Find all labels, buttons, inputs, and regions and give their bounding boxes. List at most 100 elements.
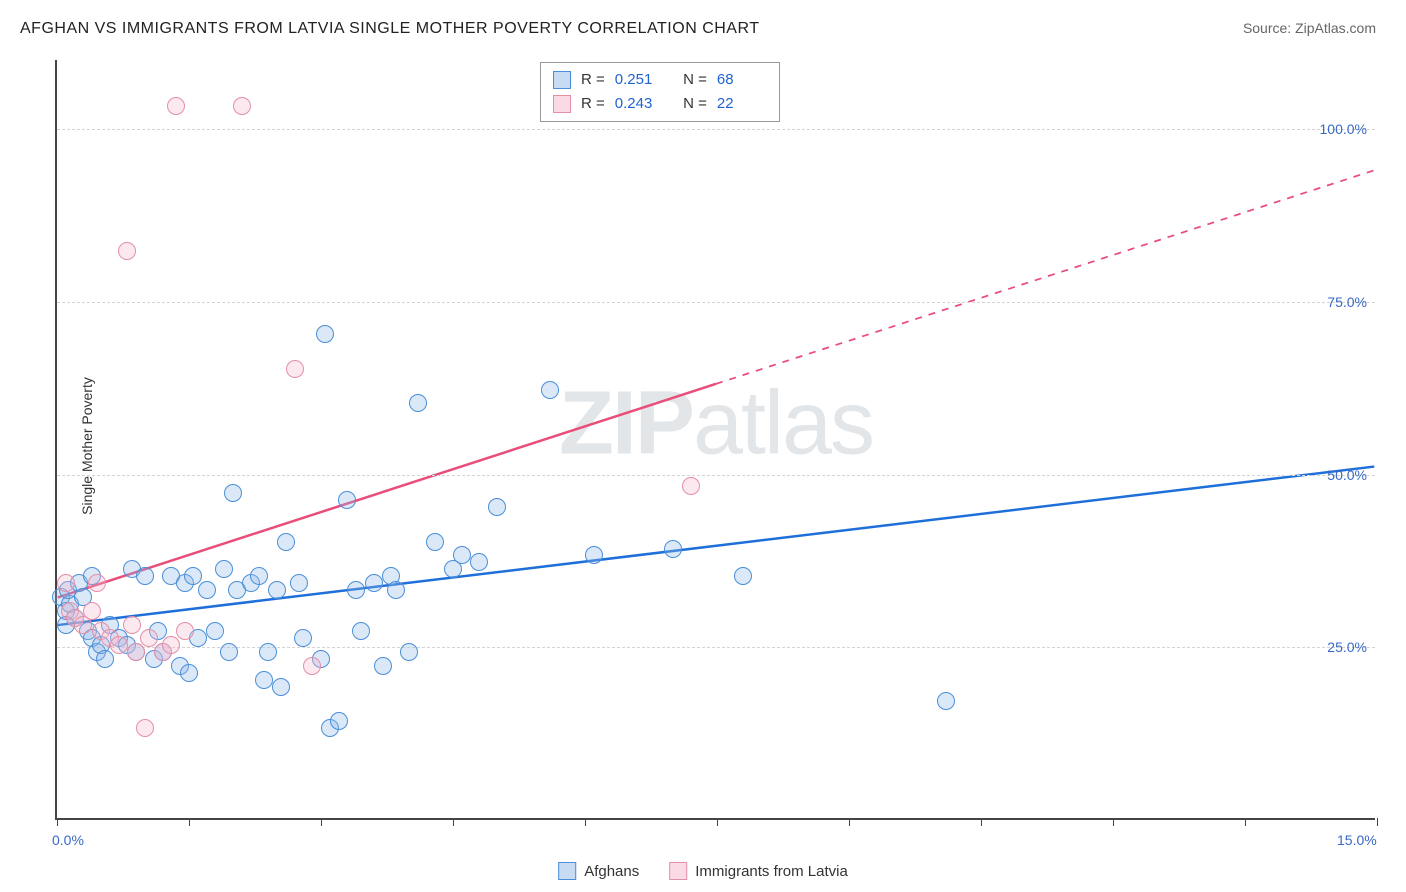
data-point [250,567,268,585]
data-point [365,574,383,592]
data-point [268,581,286,599]
legend-stats: R = 0.251 N = 68R = 0.243 N = 22 [540,62,780,122]
data-point [88,574,106,592]
data-point [352,622,370,640]
data-point [277,533,295,551]
data-point [176,622,194,640]
data-point [347,581,365,599]
x-tick [1377,818,1378,826]
data-point [470,553,488,571]
data-point [682,477,700,495]
data-point [400,643,418,661]
data-point [255,671,273,689]
x-tick [1245,818,1246,826]
legend-series: Afghans Immigrants from Latvia [558,862,848,880]
data-point [453,546,471,564]
legend-stats-row: R = 0.251 N = 68 [553,68,767,92]
legend-swatch [558,862,576,880]
x-tick [321,818,322,826]
legend-series-item: Afghans [558,862,639,880]
legend-swatch [669,862,687,880]
legend-n-value: 22 [717,92,767,116]
gridline-h [57,647,1375,648]
data-point [220,643,238,661]
x-tick [189,818,190,826]
data-point [585,546,603,564]
data-point [136,719,154,737]
data-point [286,360,304,378]
watermark: ZIPatlas [559,372,873,475]
data-point [215,560,233,578]
data-point [96,650,114,668]
data-point [57,574,75,592]
data-point [937,692,955,710]
plot-area: ZIPatlas 25.0%50.0%75.0%100.0%0.0%15.0% [55,60,1375,820]
data-point [136,567,154,585]
data-point [330,712,348,730]
data-point [387,581,405,599]
data-point [118,242,136,260]
chart-container: AFGHAN VS IMMIGRANTS FROM LATVIA SINGLE … [0,0,1406,892]
data-point [259,643,277,661]
data-point [303,657,321,675]
regression-line-dashed [716,170,1374,384]
data-point [233,97,251,115]
data-point [664,540,682,558]
data-point [294,629,312,647]
x-tick [1113,818,1114,826]
regression-line-solid [58,384,716,598]
legend-series-label: Immigrants from Latvia [695,863,848,880]
data-point [541,381,559,399]
x-tick [57,818,58,826]
chart-title: AFGHAN VS IMMIGRANTS FROM LATVIA SINGLE … [20,20,760,38]
data-point [374,657,392,675]
legend-r-label: R = [581,92,605,116]
x-tick-label: 0.0% [52,832,84,848]
legend-swatch [553,71,571,89]
legend-swatch [553,95,571,113]
gridline-h [57,129,1375,130]
data-point [167,97,185,115]
legend-r-value: 0.251 [615,68,665,92]
x-tick [453,818,454,826]
legend-n-label: N = [675,92,707,116]
legend-series-item: Immigrants from Latvia [669,862,848,880]
regression-lines [57,60,1375,818]
gridline-h [57,302,1375,303]
data-point [123,616,141,634]
data-point [316,325,334,343]
legend-r-label: R = [581,68,605,92]
x-tick-label: 15.0% [1337,832,1377,848]
legend-n-value: 68 [717,68,767,92]
legend-stats-row: R = 0.243 N = 22 [553,92,767,116]
y-tick-label: 100.0% [1320,121,1367,137]
legend-r-value: 0.243 [615,92,665,116]
data-point [180,664,198,682]
y-tick-label: 75.0% [1327,294,1367,310]
legend-series-label: Afghans [584,863,639,880]
gridline-h [57,475,1375,476]
data-point [272,678,290,696]
source-link[interactable]: ZipAtlas.com [1295,20,1376,36]
data-point [198,581,216,599]
source-prefix: Source: [1243,20,1295,36]
watermark-light: atlas [693,373,873,473]
x-tick [849,818,850,826]
legend-n-label: N = [675,68,707,92]
x-tick [717,818,718,826]
data-point [162,636,180,654]
data-point [409,394,427,412]
data-point [224,484,242,502]
data-point [338,491,356,509]
x-tick [981,818,982,826]
watermark-bold: ZIP [559,373,693,473]
data-point [83,602,101,620]
data-point [488,498,506,516]
y-tick-label: 50.0% [1327,467,1367,483]
data-point [734,567,752,585]
data-point [127,643,145,661]
y-tick-label: 25.0% [1327,639,1367,655]
data-point [290,574,308,592]
x-tick [585,818,586,826]
data-point [206,622,224,640]
